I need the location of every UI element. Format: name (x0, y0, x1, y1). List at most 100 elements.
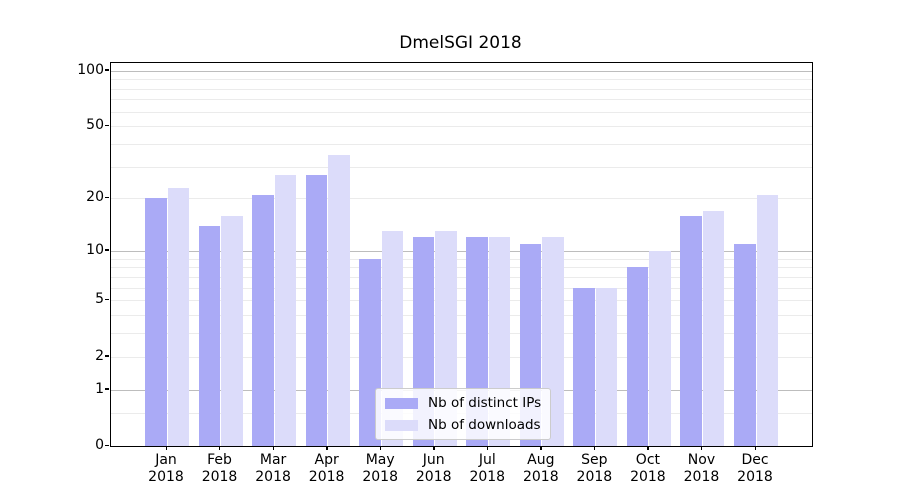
gridline-minor (111, 300, 812, 302)
x-tick-month: Jul (478, 452, 496, 468)
x-tick-year: 2018 (308, 469, 345, 485)
x-tick-month: Jan (155, 452, 177, 468)
y-tick-label: 10 (86, 241, 104, 258)
x-tick-mark (700, 446, 703, 450)
x-tick-label: Mar 2018 (243, 452, 303, 486)
gridline-minor (111, 287, 812, 289)
x-tick-month: Sep (581, 452, 608, 468)
x-tick-mark (165, 446, 167, 450)
gridline-major (111, 250, 812, 252)
y-tick-label: 1 (95, 380, 104, 397)
x-tick-mark (219, 446, 221, 450)
bar-nb-of-distinct-ips (145, 198, 167, 446)
x-tick-month: Dec (741, 452, 769, 468)
bar-nb-of-distinct-ips (680, 215, 702, 446)
y-tick-mark (105, 388, 109, 390)
bar-nb-of-downloads (702, 210, 725, 446)
x-tick-label: Jun 2018 (404, 452, 464, 486)
x-tick-mark (540, 446, 542, 450)
gridline-minor (111, 276, 812, 278)
gridline-minor (111, 99, 812, 101)
x-tick-year: 2018 (737, 469, 773, 485)
y-tick-mark (105, 249, 109, 251)
x-tick-mark (433, 446, 435, 450)
gridline-minor (111, 79, 812, 81)
gridline-minor (111, 88, 812, 90)
x-tick-month: Mar (259, 452, 287, 468)
bar-nb-of-distinct-ips (305, 175, 328, 446)
gridline-minor (111, 126, 812, 128)
x-tick-year: 2018 (255, 469, 291, 485)
y-tick-mark (105, 196, 109, 199)
x-tick-label: May 2018 (350, 452, 410, 486)
x-tick-year: 2018 (201, 469, 238, 485)
bar-nb-of-downloads (221, 215, 243, 446)
y-tick-mark (105, 124, 109, 127)
y-tick-label: 0 (95, 437, 104, 453)
legend-label: Nb of downloads (428, 417, 541, 433)
x-tick-month: Feb (207, 452, 232, 468)
x-tick-mark (326, 446, 328, 450)
bar-nb-of-downloads (274, 175, 297, 446)
x-tick-year: 2018 (415, 469, 452, 485)
bar-nb-of-downloads (167, 187, 189, 446)
bar-nb-of-distinct-ips (252, 194, 274, 446)
x-tick-label: Dec 2018 (725, 452, 785, 486)
bar-nb-of-distinct-ips (626, 267, 649, 446)
bar-nb-of-distinct-ips (198, 225, 221, 446)
x-tick-label: Feb 2018 (190, 452, 250, 486)
bar-nb-of-downloads (328, 154, 350, 446)
gridline-minor (111, 143, 812, 145)
y-tick-mark (105, 355, 109, 357)
x-tick-month: Jun (422, 452, 445, 468)
x-tick-mark (272, 446, 274, 450)
x-tick-label: Nov 2018 (671, 452, 731, 486)
y-tick-label: 5 (95, 291, 104, 308)
x-tick-year: 2018 (148, 469, 184, 485)
x-tick-label: Apr 2018 (297, 452, 357, 486)
x-tick-month: Apr (314, 452, 339, 468)
chart-title: DmelSGI 2018 (399, 33, 522, 53)
legend: Nb of distinct IPs Nb of downloads (375, 388, 552, 440)
x-tick-month: Nov (687, 452, 716, 468)
y-tick-mark (105, 444, 109, 446)
bar-nb-of-distinct-ips (734, 243, 756, 446)
gridline-minor (111, 333, 812, 335)
x-tick-mark (647, 446, 649, 450)
y-tick-label: 100 (77, 61, 104, 78)
gridline-major (111, 70, 812, 72)
x-tick-mark (754, 446, 756, 450)
gridline-minor (111, 315, 812, 317)
y-tick-label: 20 (86, 189, 104, 206)
bar-nb-of-downloads (756, 194, 778, 446)
x-tick-year: 2018 (630, 469, 666, 485)
x-tick-label: Jul 2018 (457, 452, 517, 486)
y-tick-label: 50 (86, 117, 104, 134)
legend-swatch (385, 397, 418, 409)
x-tick-label: Aug 2018 (511, 452, 571, 486)
x-tick-month: Aug (527, 452, 555, 468)
gridline-minor (111, 166, 812, 168)
bar-nb-of-distinct-ips (573, 287, 595, 446)
x-tick-mark (486, 446, 489, 450)
bar-nb-of-downloads (595, 287, 618, 446)
x-tick-label: Jan 2018 (136, 452, 196, 486)
x-tick-month: May (365, 452, 395, 468)
gridline-minor (111, 198, 812, 200)
x-tick-mark (593, 446, 596, 450)
y-tick-mark (105, 298, 109, 301)
bar-nb-of-downloads (649, 251, 671, 446)
gridline-minor (111, 356, 812, 358)
legend-item: Nb of distinct IPs (385, 394, 541, 412)
legend-label: Nb of distinct IPs (428, 395, 542, 411)
x-tick-year: 2018 (469, 469, 506, 485)
x-tick-month: Oct (635, 452, 661, 468)
gridline-minor (111, 111, 812, 113)
x-tick-label: Sep 2018 (564, 452, 624, 486)
x-tick-year: 2018 (362, 469, 398, 485)
gridline-minor (111, 258, 812, 260)
y-tick-mark (105, 69, 109, 71)
legend-item: Nb of downloads (385, 416, 541, 434)
x-tick-year: 2018 (522, 469, 559, 485)
